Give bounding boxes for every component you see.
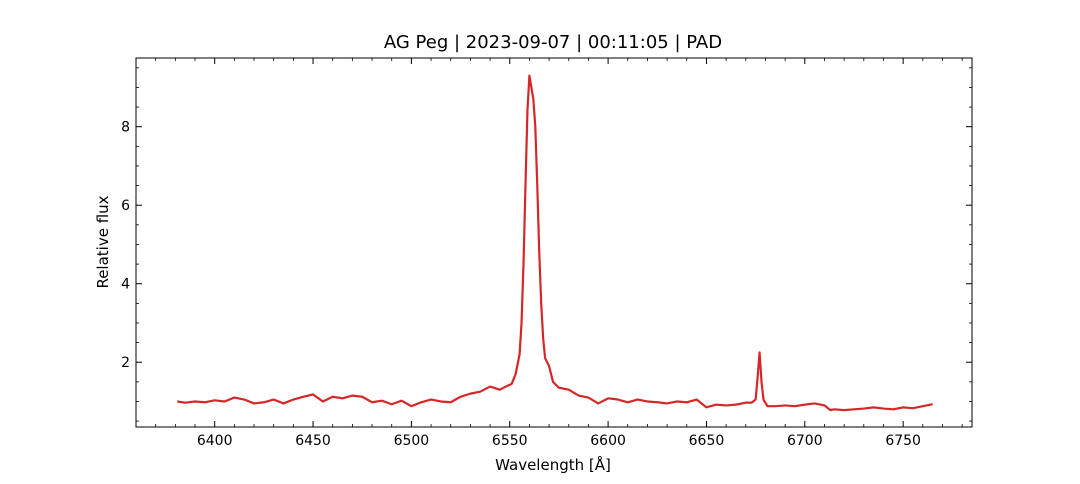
series-line-0 bbox=[177, 74, 933, 412]
x-tick-label: 6750 bbox=[885, 433, 921, 449]
x-tick-label: 6700 bbox=[787, 433, 823, 449]
x-tick-label: 6450 bbox=[295, 433, 331, 449]
y-tick-label: 6 bbox=[121, 198, 130, 214]
y-tick-label: 8 bbox=[121, 120, 130, 136]
y-tick-label: 4 bbox=[121, 277, 130, 293]
x-axis-label: Wavelength [Å] bbox=[495, 455, 611, 474]
y-axis-label: Relative flux bbox=[94, 195, 112, 288]
y-tick-label: 2 bbox=[121, 355, 130, 371]
plot-frame bbox=[135, 57, 973, 428]
x-tick-label: 6400 bbox=[197, 433, 233, 449]
x-tick-label: 6600 bbox=[590, 433, 626, 449]
x-tick-label: 6650 bbox=[689, 433, 725, 449]
x-tick-label: 6500 bbox=[394, 433, 430, 449]
chart-title: AG Peg | 2023-09-07 | 00:11:05 | PAD bbox=[384, 32, 722, 53]
plot-area: 6400 6450 6500 6550 6600 6650 6700 6750 2 4 6 8 bbox=[121, 57, 973, 449]
x-tick-label: 6550 bbox=[492, 433, 528, 449]
